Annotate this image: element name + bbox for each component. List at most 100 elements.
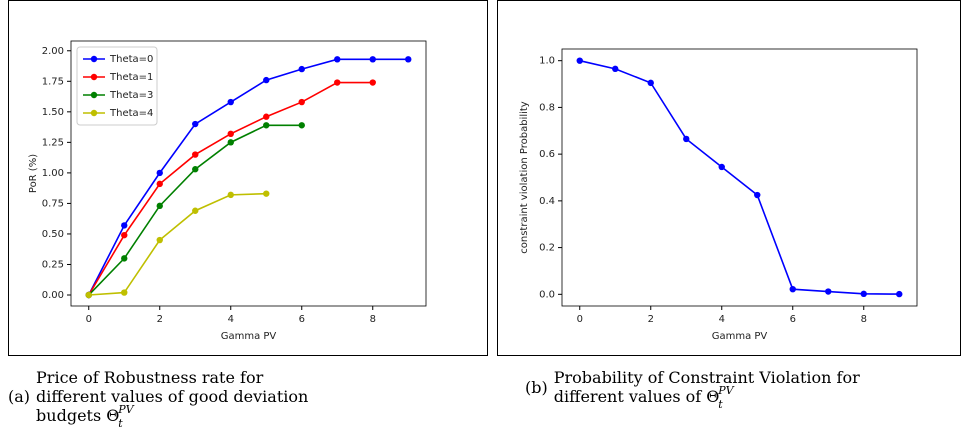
caption: (a) Price of Robustness rate for differe… <box>8 368 326 430</box>
y-tick-label: 0.50 <box>42 229 64 240</box>
y-axis-label: PoR (%) <box>28 154 39 193</box>
y-tick-label: 0.6 <box>539 149 555 160</box>
math-sup: PV <box>118 403 134 416</box>
figure: 0 2 4 6 80.000.250.500.751.001.251.501.752.0… <box>8 0 961 356</box>
x-tick-label: 8 <box>370 314 376 325</box>
y-tick-label: 0.0 <box>539 289 555 300</box>
data-point <box>334 79 341 86</box>
data-point <box>683 135 690 143</box>
data-point <box>334 56 341 63</box>
data-point <box>156 180 163 188</box>
caption-label: (b) <box>525 377 548 397</box>
data-point <box>369 56 376 63</box>
y-tick-label: 2.00 <box>42 46 64 57</box>
x-tick-label: 4 <box>719 314 725 325</box>
x-tick-label: 2 <box>648 314 654 325</box>
data-point <box>156 169 163 177</box>
data-point <box>121 231 128 239</box>
y-tick-label: 1.0 <box>539 56 555 67</box>
series-line <box>88 58 409 296</box>
data-point <box>718 163 725 171</box>
panel-frame <box>8 0 488 356</box>
x-tick-label: 2 <box>157 314 163 325</box>
y-tick-label: 1.25 <box>42 137 64 148</box>
math-symbol: Θ <box>106 406 120 425</box>
y-axis-label: constraint violation Probability <box>519 101 530 254</box>
data-point <box>647 79 654 87</box>
data-point <box>121 289 128 296</box>
caption-text: Probability of Constraint Violation for … <box>553 368 884 411</box>
legend-marker <box>90 109 98 117</box>
data-point <box>121 255 128 262</box>
data-point <box>263 122 270 129</box>
series-line <box>88 192 267 296</box>
data-point <box>227 191 234 199</box>
data-point <box>789 285 796 293</box>
y-tick-label: 0.00 <box>42 290 64 301</box>
data-point <box>369 79 376 86</box>
data-point <box>156 236 163 244</box>
data-point <box>192 151 199 158</box>
data-point <box>263 113 270 120</box>
math-sup: PV <box>718 384 734 397</box>
legend-label: Theta=4 <box>109 108 153 119</box>
caption-body: Probability of Constraint Violation for … <box>553 368 860 406</box>
legend-box <box>76 46 158 126</box>
data-point <box>227 139 234 146</box>
data-point <box>298 122 305 129</box>
legend-marker <box>90 55 98 63</box>
panel-frame <box>497 0 961 356</box>
series-line <box>579 59 900 295</box>
legend-label: Theta=3 <box>109 90 153 101</box>
caption-text: Price of Robustness rate for different v… <box>36 368 326 430</box>
data-point <box>405 56 412 63</box>
data-point <box>576 57 583 64</box>
data-point <box>825 288 832 295</box>
page: 0 2 4 6 8 0.00 0.25 0.50 0.75 1.00 1.25 1.50 1.75 2.0… <box>8 0 961 430</box>
caption-math: Θ PV t <box>106 403 137 430</box>
caption: (b) Probability of Constraint Violation … <box>525 368 884 411</box>
x-tick-label: 0 <box>577 314 583 325</box>
legend-marker <box>90 91 98 99</box>
legend-label: Theta=1 <box>109 72 153 83</box>
data-point <box>227 130 234 138</box>
data-point <box>298 65 305 73</box>
math-symbol: Θ <box>706 387 720 406</box>
x-tick-label: 6 <box>299 314 305 325</box>
data-point <box>263 76 270 84</box>
y-tick-label: 0.25 <box>42 259 64 270</box>
data-point <box>896 290 903 298</box>
y-tick-label: 0.2 <box>539 243 555 254</box>
data-point <box>121 222 128 229</box>
y-tick-label: 0.8 <box>539 102 555 113</box>
y-tick-label: 1.00 <box>42 168 64 179</box>
plot-area <box>70 40 427 307</box>
math-sub: t <box>718 398 723 411</box>
x-tick-label: 4 <box>228 314 234 325</box>
data-point <box>156 202 163 210</box>
data-point <box>85 291 92 299</box>
data-point <box>298 98 305 106</box>
legend-marker <box>90 73 98 81</box>
caption-math: Θ PV t <box>706 384 737 411</box>
data-point <box>612 65 619 73</box>
data-point <box>192 120 199 128</box>
plot-area <box>561 48 918 307</box>
data-point <box>227 98 234 106</box>
x-tick-label: 8 <box>861 314 867 325</box>
x-tick-label: 0 <box>86 314 92 325</box>
data-point <box>263 190 270 197</box>
x-tick-label: 6 <box>790 314 796 325</box>
data-point <box>192 166 199 173</box>
y-tick-label: 1.75 <box>42 76 64 87</box>
x-axis-label: Gamma PV <box>712 331 768 342</box>
caption-body: Price of Robustness rate for different v… <box>36 368 309 425</box>
y-tick-label: 0.4 <box>539 196 555 207</box>
caption-label: (a) <box>8 387 31 406</box>
y-tick-label: 1.50 <box>42 107 64 118</box>
data-point <box>754 191 761 199</box>
data-point <box>860 290 867 298</box>
x-axis-label: Gamma PV <box>221 331 277 342</box>
legend-label: Theta=0 <box>109 54 153 65</box>
data-point <box>192 207 199 214</box>
